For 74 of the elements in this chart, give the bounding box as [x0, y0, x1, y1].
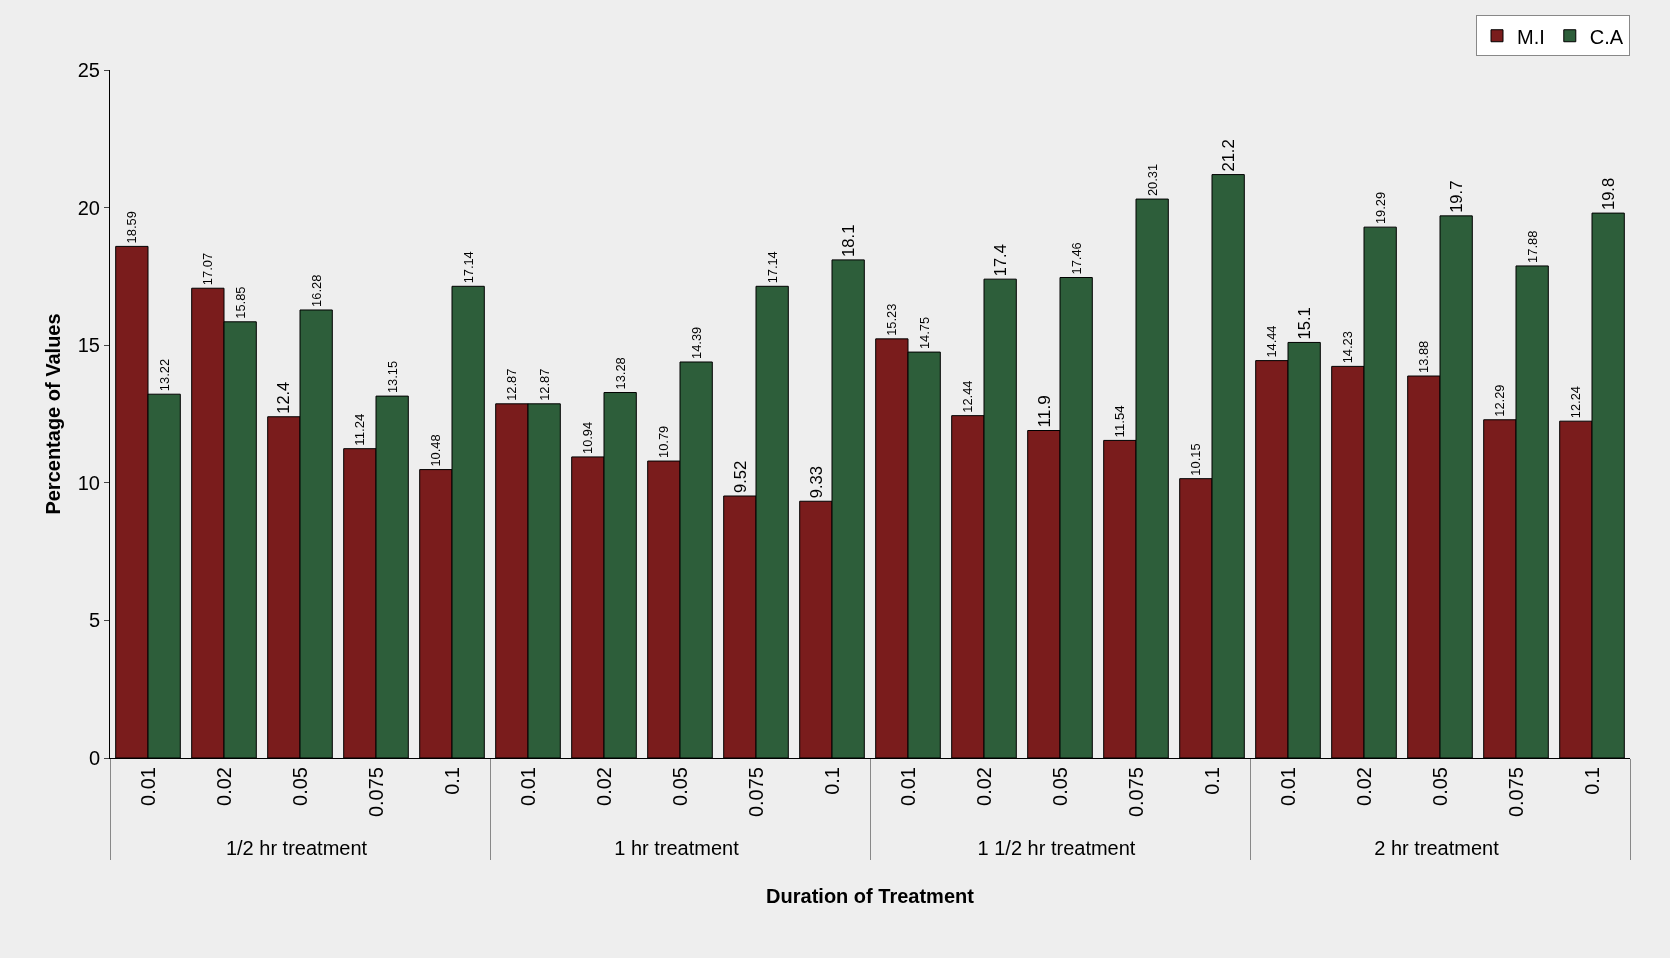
data-label: 13.28: [612, 357, 628, 390]
data-label: 12.87: [536, 368, 552, 401]
data-label: 17.14: [460, 251, 476, 284]
x-tick-label: 0.02: [1352, 767, 1375, 806]
data-label: 10.94: [580, 421, 596, 454]
x-tick-label: 0.01: [516, 767, 539, 806]
data-label: 19.29: [1372, 191, 1388, 225]
x-tick-label: 0.05: [668, 767, 691, 806]
y-tick-label: 15: [77, 334, 100, 357]
x-tick-label: 0.05: [1048, 767, 1071, 806]
y-tick-label: 25: [77, 59, 100, 81]
data-label: 15.23: [884, 303, 900, 336]
x-tick-label: 0.02: [212, 767, 235, 806]
data-label: 17.14: [764, 251, 780, 284]
data-label: 12.24: [1568, 386, 1584, 419]
x-tick-label: 0.075: [1124, 767, 1147, 818]
data-label: 12.44: [960, 380, 976, 413]
y-tick-label: 0: [88, 747, 100, 769]
data-label: 12.29: [1492, 384, 1508, 417]
data-label: 12.4: [274, 381, 293, 414]
y-axis-title: Percentage of Values: [42, 313, 64, 515]
data-label: 18.1: [838, 224, 858, 257]
x-tick-label: 0.075: [744, 767, 767, 818]
x-tick-label: 0.02: [972, 767, 995, 806]
y-tick-label: 5: [88, 609, 100, 632]
x-tick-label: 0.01: [1276, 767, 1299, 806]
data-label: 13.15: [384, 360, 400, 394]
data-label: 18.59: [124, 211, 140, 244]
legend-label: M.I: [1517, 25, 1545, 48]
data-label: 10.48: [428, 434, 444, 467]
data-label: 20.31: [1144, 163, 1160, 197]
data-label: 19.8: [1598, 177, 1618, 211]
x-tick-label: 0.075: [1504, 767, 1527, 818]
x-tick-label: 0.1: [820, 767, 843, 795]
x-axis-title: Duration of Treatment: [766, 884, 975, 907]
x-tick-label: 0.1: [1580, 767, 1603, 795]
data-label: 12.87: [504, 368, 520, 401]
data-label: 21.2: [1218, 139, 1238, 172]
data-label: 9.33: [806, 465, 826, 499]
text: 1 1/2 hr treatment: [977, 837, 1136, 860]
x-tick-label: 0.01: [136, 767, 159, 806]
x-tick-label: 0.02: [592, 767, 615, 806]
data-label: 14.39: [688, 326, 704, 359]
text: 2 hr treatment: [1374, 837, 1500, 860]
data-label: 11.54: [1112, 405, 1128, 438]
data-label: 17.88: [1524, 230, 1540, 263]
data-label: 9.52: [730, 460, 750, 493]
data-label: 11.9: [1033, 395, 1054, 428]
data-label: 16.28: [308, 274, 324, 307]
text: 1/2 hr treatment: [225, 837, 368, 860]
legend-label: C.A: [1589, 25, 1624, 48]
x-tick-label: 0.075: [364, 767, 387, 818]
data-label: 13.22: [156, 358, 172, 392]
data-label: 17.07: [200, 252, 216, 286]
data-label: 11.24: [352, 413, 368, 446]
data-label: 10.79: [656, 425, 672, 459]
x-tick-label: 0.05: [288, 767, 311, 806]
text: 1 hr treatment: [614, 837, 740, 860]
x-tick-label: 0.05: [1428, 767, 1451, 806]
y-tick-label: 10: [77, 471, 100, 494]
data-label: 14.75: [916, 316, 932, 350]
data-label: 13.88: [1416, 340, 1432, 373]
data-label: 17.4: [990, 244, 1009, 277]
data-label: 15.85: [232, 286, 248, 319]
x-tick-label: 0.1: [440, 767, 463, 795]
x-tick-label: 0.1: [1200, 767, 1223, 795]
y-tick-label: 20: [77, 196, 100, 219]
data-label: 14.23: [1340, 331, 1356, 364]
data-label: 15.1: [1294, 307, 1314, 340]
data-label: 17.46: [1068, 242, 1084, 275]
data-label: 14.44: [1264, 325, 1280, 358]
data-label: 19.7: [1446, 180, 1466, 213]
x-tick-label: 0.01: [896, 767, 919, 806]
data-label: 10.15: [1188, 443, 1204, 476]
